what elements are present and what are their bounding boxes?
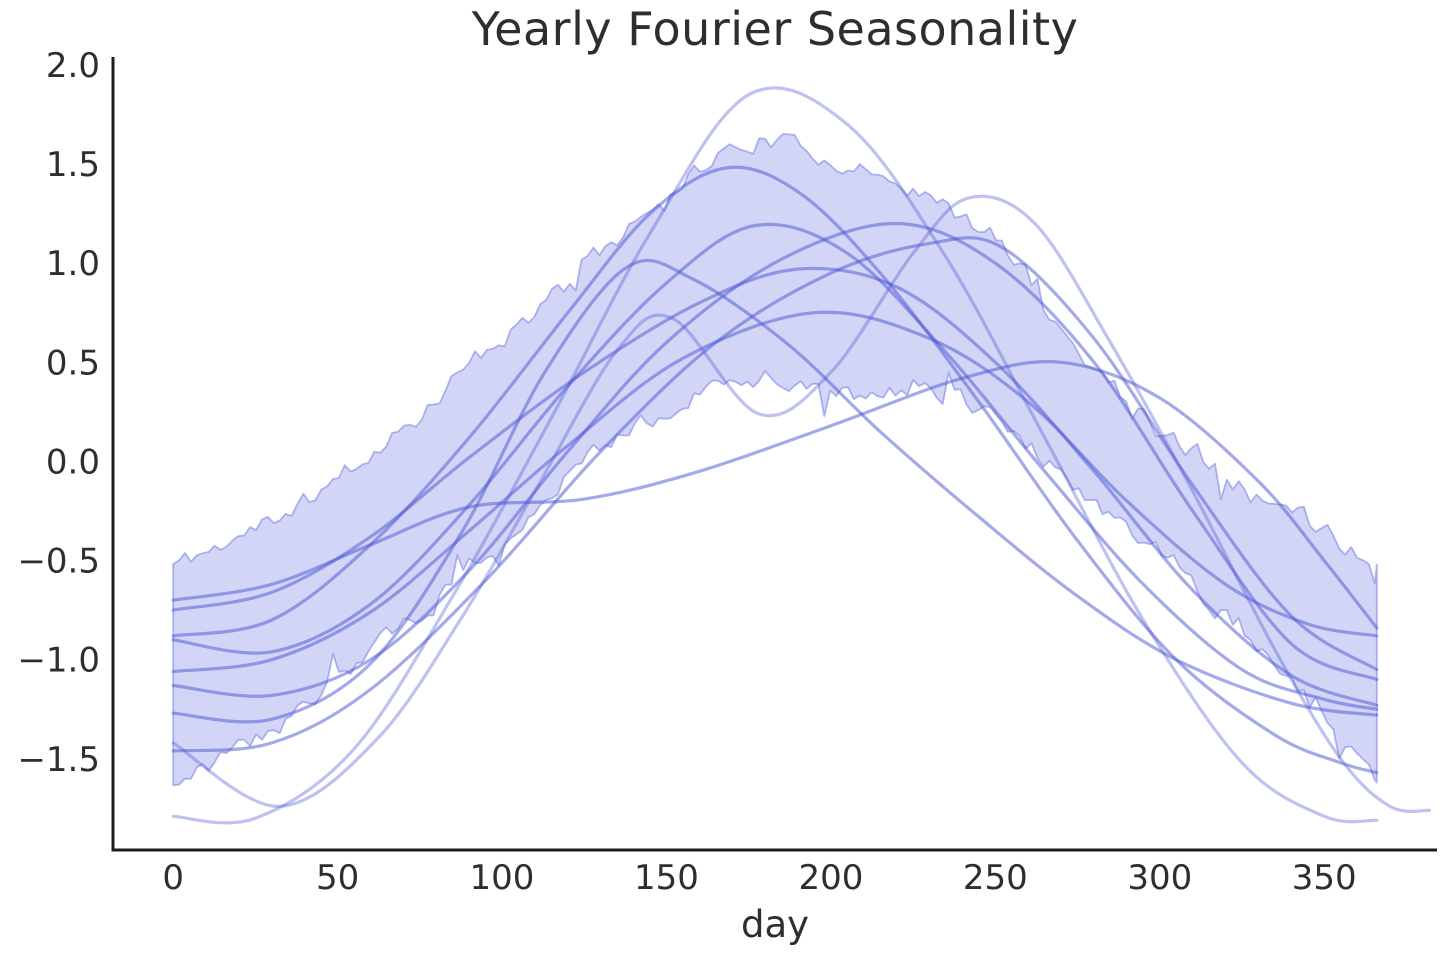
y-tick-label: 2.0 <box>46 46 100 86</box>
y-tick-label: 0.0 <box>46 442 100 482</box>
sample-curve <box>171 194 1431 813</box>
x-tick-label: 0 <box>162 858 184 898</box>
sample-curve <box>171 165 1379 775</box>
x-tick-label: 250 <box>963 858 1028 898</box>
x-tick-label: 150 <box>634 858 699 898</box>
sample-curve <box>171 222 1379 711</box>
y-tick-label: −1.5 <box>17 740 100 780</box>
sample-curve <box>171 236 1379 753</box>
x-tick-label: 50 <box>316 858 359 898</box>
x-tick-label: 100 <box>470 858 535 898</box>
y-tick-label: 0.5 <box>46 343 100 383</box>
y-tick-label: −0.5 <box>17 542 100 582</box>
y-tick-label: −1.0 <box>17 641 100 681</box>
sample-curve <box>171 86 1379 825</box>
sample-curve <box>171 310 1379 674</box>
y-tick-label: 1.5 <box>46 145 100 185</box>
x-tick-label: 350 <box>1292 858 1357 898</box>
y-tick-label: 1.0 <box>46 244 100 284</box>
chart-title: Yearly Fourier Seasonality <box>471 2 1079 56</box>
uncertainty-band <box>172 133 1378 787</box>
sample-curve <box>171 258 1379 724</box>
x-tick-label: 300 <box>1127 858 1192 898</box>
sample-curve <box>171 266 1379 707</box>
x-tick-label: 200 <box>798 858 863 898</box>
x-axis-label: day <box>740 903 810 946</box>
